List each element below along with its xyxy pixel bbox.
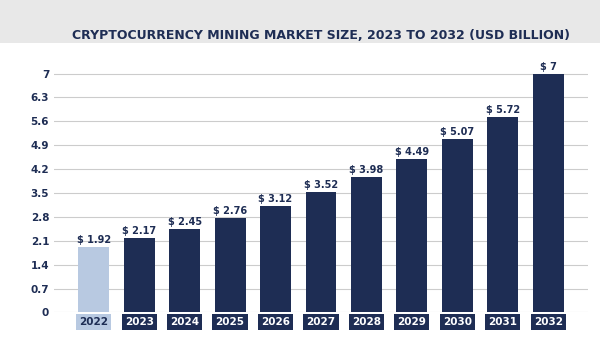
Bar	[78, 247, 109, 312]
Bar	[260, 206, 291, 312]
Text: $ 5.07: $ 5.07	[440, 127, 475, 137]
Text: $ 2.17: $ 2.17	[122, 226, 156, 236]
Text: $ 1.92: $ 1.92	[77, 235, 111, 245]
Bar	[442, 140, 473, 312]
Text: $ 3.98: $ 3.98	[349, 165, 383, 175]
Bar	[487, 117, 518, 312]
Text: $ 7: $ 7	[540, 61, 557, 72]
Text: $ 3.12: $ 3.12	[259, 194, 293, 204]
Bar	[169, 229, 200, 312]
Text: $ 3.52: $ 3.52	[304, 180, 338, 190]
Text: $ 4.49: $ 4.49	[395, 147, 429, 157]
Title: CRYPTOCURRENCY MINING MARKET SIZE, 2023 TO 2032 (USD BILLION): CRYPTOCURRENCY MINING MARKET SIZE, 2023 …	[72, 29, 570, 42]
Bar	[397, 159, 427, 312]
Bar	[215, 218, 245, 312]
Bar	[124, 238, 155, 312]
Bar	[533, 73, 564, 312]
Text: $ 5.72: $ 5.72	[486, 105, 520, 115]
Bar	[351, 177, 382, 312]
Text: $ 2.76: $ 2.76	[213, 206, 247, 216]
Bar	[305, 192, 337, 312]
Text: $ 2.45: $ 2.45	[167, 217, 202, 227]
